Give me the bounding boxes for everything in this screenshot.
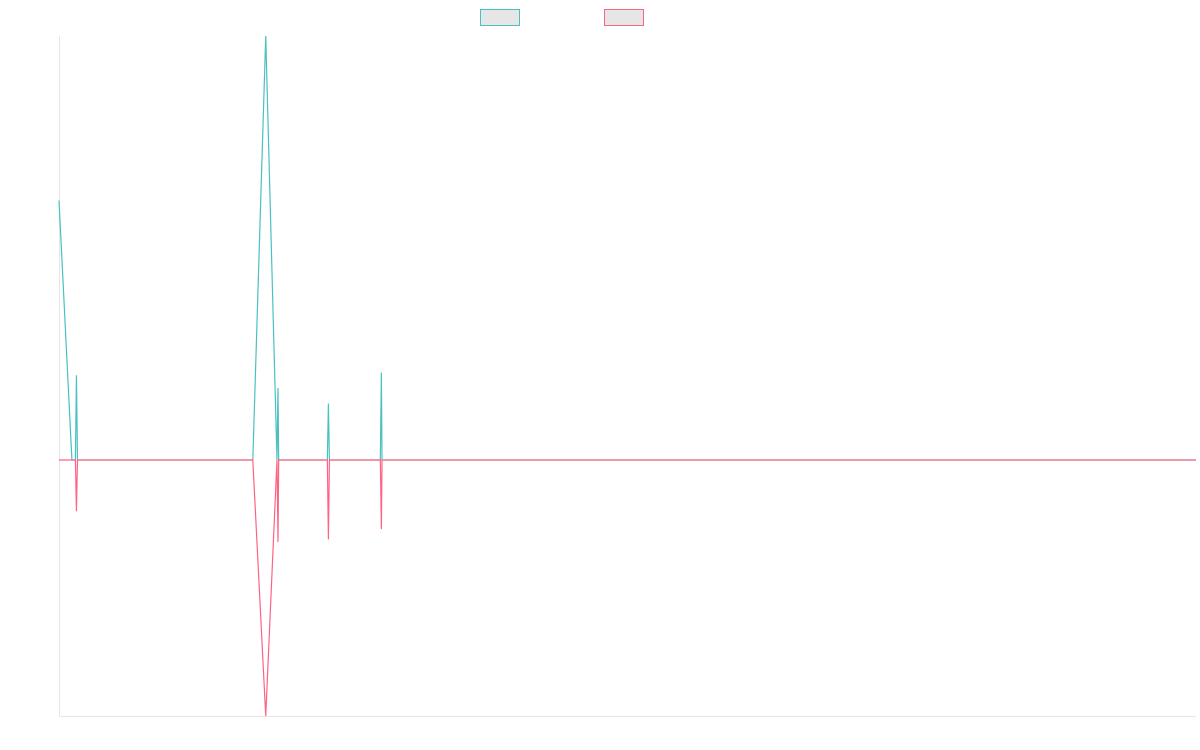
legend-swatch-series-2[interactable]	[604, 9, 644, 26]
legend	[480, 9, 650, 27]
series-1-line	[58, 35, 1196, 461]
legend-swatch-series-1[interactable]	[480, 9, 520, 26]
series-layer	[58, 35, 1196, 717]
series-2-line	[59, 459, 1196, 717]
